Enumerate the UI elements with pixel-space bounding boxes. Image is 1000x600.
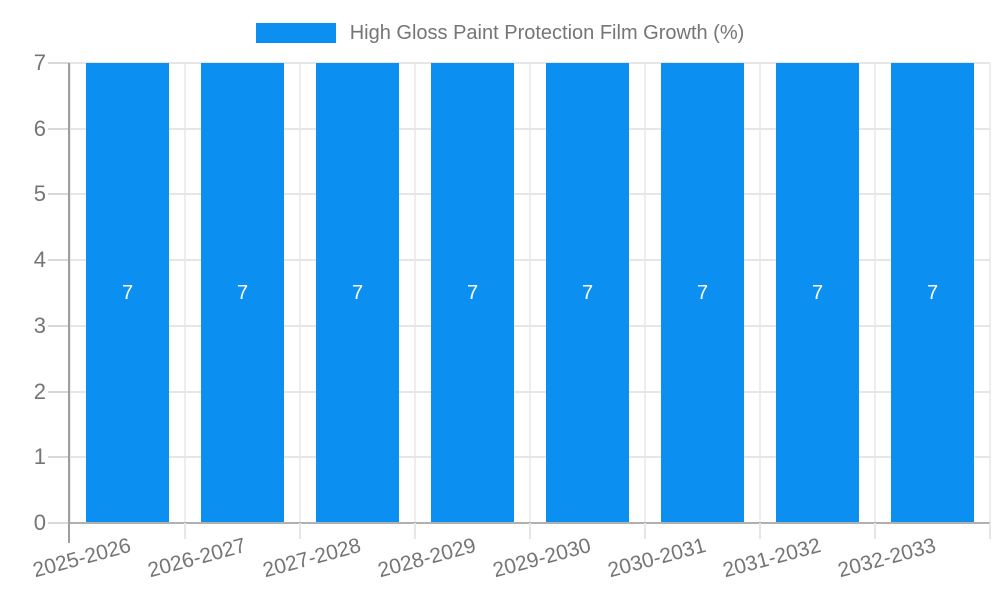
x-axis-label: 2027-2028 [260, 534, 364, 583]
vertical-gridline [529, 63, 531, 523]
bar: 7 [431, 63, 514, 523]
vertical-gridline [644, 63, 646, 523]
vertical-gridline [759, 63, 761, 523]
bar-value-label: 7 [236, 281, 249, 304]
y-axis-label: 5 [33, 181, 46, 207]
x-axis-tick [299, 523, 301, 539]
vertical-gridline [69, 63, 71, 523]
x-axis-label: 2029-2030 [490, 534, 594, 583]
x-axis-tick [529, 523, 531, 539]
bar: 7 [86, 63, 169, 523]
vertical-gridline [184, 63, 186, 523]
bar-value-label: 7 [351, 281, 364, 304]
bar-value-label: 7 [466, 281, 479, 304]
legend-label: High Gloss Paint Protection Film Growth … [349, 21, 745, 44]
y-axis-tick [48, 259, 70, 262]
y-axis-tick [48, 390, 70, 393]
x-axis-tick [989, 523, 991, 539]
vertical-gridline [414, 63, 416, 523]
y-axis-label: 4 [33, 247, 46, 273]
horizontal-gridline [70, 193, 990, 196]
vertical-gridline [874, 63, 876, 523]
y-axis-label: 1 [33, 444, 46, 470]
bar-value-label: 7 [581, 281, 594, 304]
y-axis-label: 0 [33, 510, 46, 535]
y-axis-tick [48, 127, 70, 130]
bar-value-label: 7 [926, 281, 939, 304]
vertical-gridline [299, 63, 301, 523]
bar: 7 [891, 63, 974, 523]
bar: 7 [546, 63, 629, 523]
chart-legend: High Gloss Paint Protection Film Growth … [0, 22, 1000, 44]
bar: 7 [316, 63, 399, 523]
horizontal-gridline [70, 127, 990, 130]
y-axis-label: 3 [33, 312, 46, 338]
bar-value-label: 7 [811, 281, 824, 304]
x-axis-tick [759, 523, 761, 539]
x-axis-tick [414, 523, 416, 539]
x-axis-label: 2031-2032 [720, 534, 824, 583]
y-axis-label: 2 [33, 378, 46, 404]
bar: 7 [201, 63, 284, 523]
x-axis-tick [184, 523, 186, 539]
horizontal-gridline [70, 259, 990, 262]
x-axis-tick [644, 523, 646, 539]
x-axis-label: 2030-2031 [605, 534, 709, 583]
y-axis-tick [48, 324, 70, 327]
y-axis-label: 6 [33, 115, 46, 141]
bar: 7 [776, 63, 859, 523]
y-axis-tick [48, 193, 70, 196]
y-axis-tick [48, 456, 70, 459]
bar: 7 [661, 63, 744, 523]
legend-swatch [255, 23, 336, 43]
x-axis-label: 2032-2033 [835, 534, 939, 583]
horizontal-gridline [70, 324, 990, 327]
y-axis-line [68, 63, 70, 543]
y-axis-tick [48, 522, 70, 524]
horizontal-gridline [70, 62, 990, 64]
x-axis-label: 2028-2029 [375, 534, 479, 583]
y-axis-label: 7 [33, 50, 46, 75]
x-axis-label: 2026-2027 [145, 534, 249, 583]
x-axis-label: 2025-2026 [30, 534, 134, 583]
plot-area: 7 7 7 7 7 7 7 7 [69, 62, 991, 523]
y-axis-tick [48, 62, 70, 64]
vertical-gridline [989, 63, 991, 523]
bar-value-label: 7 [121, 281, 134, 304]
horizontal-gridline [70, 390, 990, 393]
horizontal-gridline [70, 456, 990, 459]
x-axis-tick [874, 523, 876, 539]
bar-value-label: 7 [696, 281, 709, 304]
